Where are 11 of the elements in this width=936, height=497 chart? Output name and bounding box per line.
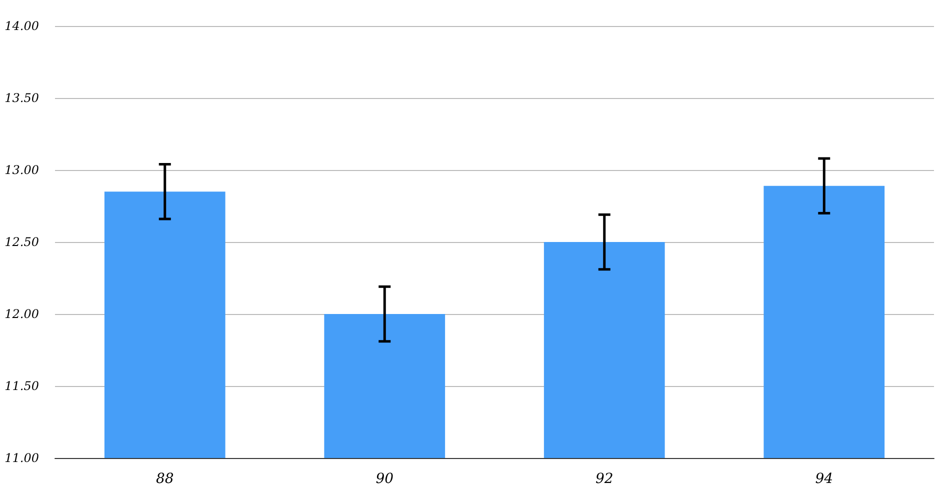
y-tick-label: 13.50 [4, 91, 40, 105]
x-tick-label: 90 [376, 471, 394, 487]
y-tick-label: 12.00 [4, 307, 40, 321]
y-tick-label: 14.00 [4, 19, 40, 33]
x-tick-label: 94 [815, 471, 834, 487]
x-tick-label: 88 [156, 471, 174, 487]
y-tick-label: 11.00 [4, 451, 40, 465]
y-tick-label: 11.50 [4, 379, 40, 393]
y-tick-label: 13.00 [4, 163, 40, 177]
x-tick-label: 92 [595, 471, 614, 487]
y-tick-label: 12.50 [4, 235, 40, 249]
